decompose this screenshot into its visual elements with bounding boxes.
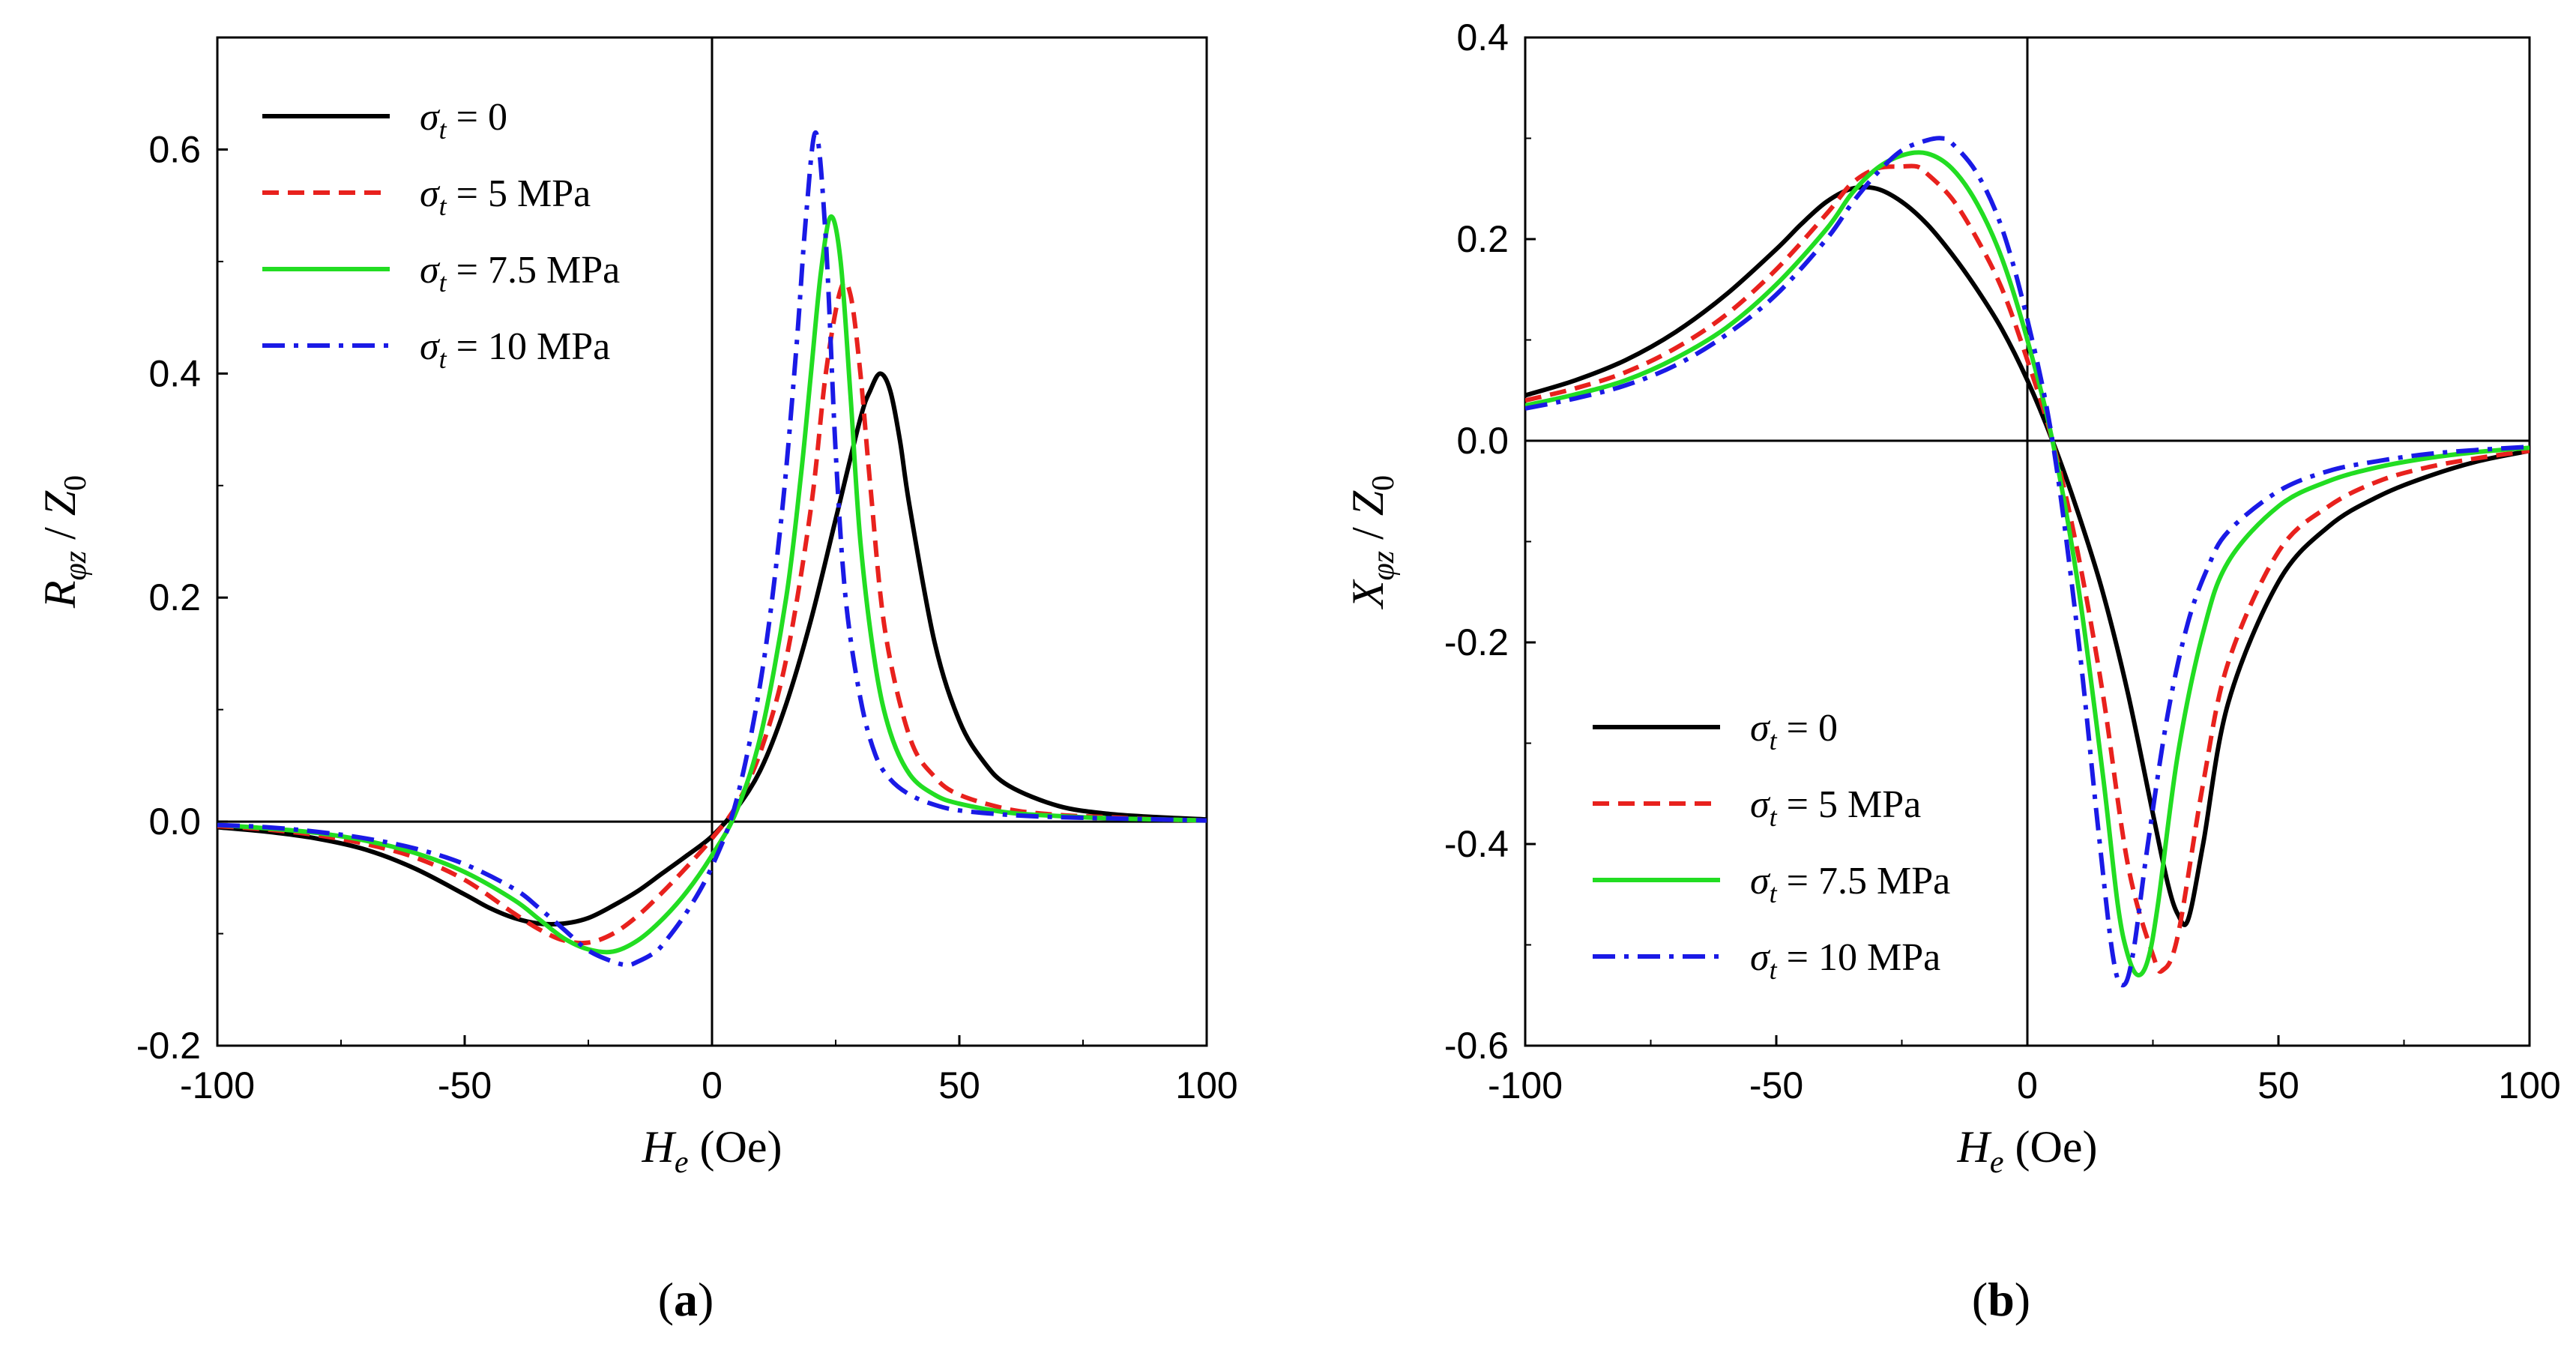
- chart-panel-b: -100 -50 0 50 100 -0.6 -0.4 -0.2 0.0 0.2 0.4 He (Oe…: [1343, 16, 2561, 1326]
- series-line-0: [217, 371, 1207, 927]
- panel-label: (b): [1972, 1273, 2030, 1326]
- x-tick-label: 100: [1175, 1064, 1237, 1106]
- y-tick-label: 0.2: [148, 576, 201, 618]
- legend-label-0: σt = 0: [1750, 707, 1838, 756]
- legend-label-3: σt = 10 MPa: [1750, 936, 1940, 985]
- y-tick-label: 0.2: [1456, 218, 1509, 260]
- y-tick-label: -0.2: [136, 1025, 201, 1067]
- x-tick-label: -100: [180, 1064, 255, 1106]
- legend-label-1: σt = 5 MPa: [420, 172, 591, 221]
- legend-label-1: σt = 5 MPa: [1750, 783, 1921, 832]
- x-tick-label: 0: [2017, 1064, 2038, 1106]
- series-line-0: [1525, 184, 2530, 927]
- chart-panel-a: -100 -50 0 50 100 -0.2 0.0 0.2 0.4 0.6 He (Oe) Rφz …: [35, 36, 1238, 1326]
- legend: σt = 0 σt = 5 MPa σt = 7.5 MPa σt = 10 MPa: [1593, 707, 1950, 985]
- series-line-2: [1525, 150, 2530, 977]
- x-tick-label: -50: [1749, 1064, 1803, 1106]
- legend: σt = 0 σt = 5 MPa σt = 7.5 MPa σt = 10 MPa: [262, 96, 620, 374]
- x-tick-label: 50: [2257, 1064, 2299, 1106]
- x-axis-title: He (Oe): [1957, 1122, 2098, 1180]
- series-line-3: [217, 130, 1207, 968]
- legend-label-2: σt = 7.5 MPa: [420, 249, 620, 298]
- y-tick-label: -0.4: [1444, 823, 1509, 865]
- y-tick-label: -0.6: [1444, 1025, 1509, 1067]
- legend-label-2: σt = 7.5 MPa: [1750, 860, 1950, 908]
- y-axis-title: Xφz / Z0: [1343, 475, 1401, 609]
- x-tick-label: 0: [702, 1064, 723, 1106]
- y-tick-label: 0.4: [148, 352, 201, 394]
- legend-label-0: σt = 0: [420, 96, 507, 145]
- y-tick-label: 0.4: [1456, 16, 1509, 58]
- y-tick-label: 0.0: [148, 801, 201, 843]
- y-tick-label: -0.2: [1444, 621, 1509, 663]
- x-tick-label: -100: [1488, 1064, 1563, 1106]
- y-tick-label: 0.0: [1456, 420, 1509, 462]
- x-tick-label: -50: [438, 1064, 492, 1106]
- x-axis-title: He (Oe): [642, 1122, 782, 1180]
- legend-label-3: σt = 10 MPa: [420, 325, 610, 374]
- panel-label: (a): [658, 1273, 714, 1326]
- y-axis-title: Rφz / Z0: [35, 475, 93, 609]
- x-tick-label: 100: [2498, 1064, 2560, 1106]
- series-line-2: [217, 214, 1207, 955]
- series-line-3: [1525, 136, 2530, 988]
- y-tick-label: 0.6: [148, 128, 201, 170]
- x-tick-label: 50: [938, 1064, 980, 1106]
